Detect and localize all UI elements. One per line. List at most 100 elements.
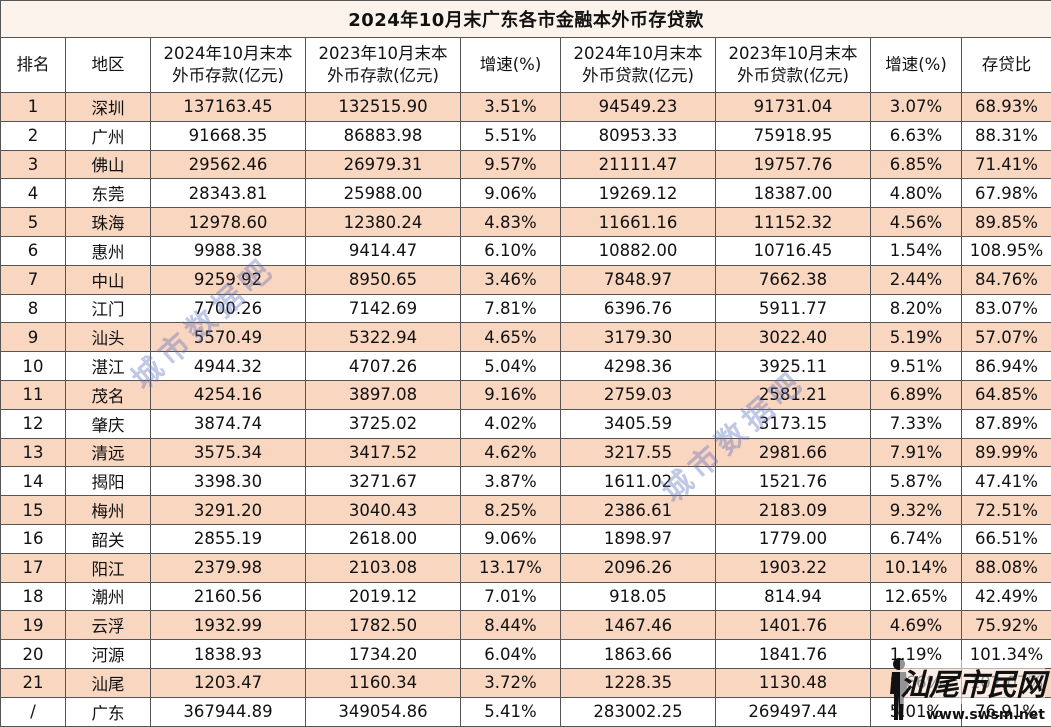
- cell-loan-deposit-ratio: 89.99%: [962, 438, 1051, 467]
- cell-deposit-2024: 2855.19: [151, 524, 306, 553]
- cell-loan-2024: 283002.25: [561, 697, 716, 726]
- cell-loan-2024: 1228.35: [561, 668, 716, 697]
- column-header-loan-2023: 2023年10月末本外币贷款(亿元): [716, 38, 871, 93]
- cell-loan-growth: 6.74%: [871, 524, 962, 553]
- column-header-loan-growth: 增速(%): [871, 38, 962, 93]
- cell-deposit-2023: 2618.00: [306, 524, 461, 553]
- cell-region: 中山: [66, 265, 151, 294]
- column-header-line: 地区: [66, 54, 150, 76]
- cell-deposit-growth: 5.51%: [461, 121, 561, 150]
- cell-loan-2023: 1903.22: [716, 553, 871, 582]
- column-header-line: 外币贷款(亿元): [716, 65, 870, 87]
- cell-deposit-2023: 25988.00: [306, 179, 461, 208]
- cell-deposit-growth: 3.87%: [461, 467, 561, 496]
- column-header-line: 外币存款(亿元): [306, 65, 460, 87]
- cell-loan-deposit-ratio: 75.92%: [962, 611, 1051, 640]
- cell-deposit-2024: 9988.38: [151, 236, 306, 265]
- column-header-line: 外币贷款(亿元): [561, 65, 715, 87]
- cell-region: 河源: [66, 640, 151, 669]
- cell-loan-2023: 2981.66: [716, 438, 871, 467]
- cell-rank: 3: [1, 150, 66, 179]
- cell-deposit-2023: 1160.34: [306, 668, 461, 697]
- cell-deposit-growth: 13.17%: [461, 553, 561, 582]
- cell-deposit-2023: 2103.08: [306, 553, 461, 582]
- cell-loan-growth: 1.19%: [871, 640, 962, 669]
- cell-deposit-2023: 86883.98: [306, 121, 461, 150]
- cell-loan-2024: 7848.97: [561, 265, 716, 294]
- column-header-line: 排名: [1, 54, 65, 76]
- cell-rank: 19: [1, 611, 66, 640]
- cell-deposit-2024: 367944.89: [151, 697, 306, 726]
- cell-loan-2023: 3173.15: [716, 409, 871, 438]
- cell-deposit-2024: 91668.35: [151, 121, 306, 150]
- cell-deposit-2024: 5570.49: [151, 323, 306, 352]
- cell-region: 江门: [66, 294, 151, 323]
- cell-loan-2023: 814.94: [716, 582, 871, 611]
- cell-deposit-growth: 3.51%: [461, 93, 561, 122]
- column-header-line: 增速(%): [461, 54, 560, 76]
- cell-region: 珠海: [66, 208, 151, 237]
- cell-deposit-growth: 3.72%: [461, 668, 561, 697]
- cell-deposit-2024: 4254.16: [151, 380, 306, 409]
- cell-loan-growth: 5.87%: [871, 467, 962, 496]
- column-header-deposit-2023: 2023年10月末本外币存款(亿元): [306, 38, 461, 93]
- cell-rank: 18: [1, 582, 66, 611]
- cell-rank: 2: [1, 121, 66, 150]
- cell-loan-2023: 5911.77: [716, 294, 871, 323]
- cell-loan-2024: 2386.61: [561, 496, 716, 525]
- cell-region: 云浮: [66, 611, 151, 640]
- column-header-loan-deposit-ratio: 存贷比: [962, 38, 1051, 93]
- cell-loan-growth: 6.85%: [871, 150, 962, 179]
- cell-deposit-growth: 6.10%: [461, 236, 561, 265]
- column-header-rank: 排名: [1, 38, 66, 93]
- cell-loan-growth: 6.63%: [871, 121, 962, 150]
- cell-deposit-growth: 7.81%: [461, 294, 561, 323]
- cell-loan-2024: 1898.97: [561, 524, 716, 553]
- cell-loan-2023: 7662.38: [716, 265, 871, 294]
- cell-rank: 9: [1, 323, 66, 352]
- cell-deposit-2023: 3040.43: [306, 496, 461, 525]
- cell-loan-growth: 12.65%: [871, 582, 962, 611]
- cell-loan-2024: 80953.33: [561, 121, 716, 150]
- cell-loan-2024: 21111.47: [561, 150, 716, 179]
- column-header-loan-2024: 2024年10月末本外币贷款(亿元): [561, 38, 716, 93]
- cell-loan-2023: 1130.48: [716, 668, 871, 697]
- cell-loan-deposit-ratio: 86.94%: [962, 352, 1051, 381]
- cell-deposit-2023: 9414.47: [306, 236, 461, 265]
- cell-loan-2024: 6396.76: [561, 294, 716, 323]
- cell-loan-deposit-ratio: 68.93%: [962, 93, 1051, 122]
- column-header-line: 增速(%): [871, 54, 961, 76]
- cell-deposit-2024: 1203.47: [151, 668, 306, 697]
- cell-deposit-2024: 1838.93: [151, 640, 306, 669]
- cell-region: 梅州: [66, 496, 151, 525]
- cell-loan-deposit-ratio: 89.85%: [962, 208, 1051, 237]
- cell-loan-deposit-ratio: 101.34%: [962, 640, 1051, 669]
- cell-loan-2024: 2759.03: [561, 380, 716, 409]
- cell-loan-2024: 3179.30: [561, 323, 716, 352]
- cell-deposit-2023: 5322.94: [306, 323, 461, 352]
- cell-loan-deposit-ratio: 47.41%: [962, 467, 1051, 496]
- cell-region: 惠州: [66, 236, 151, 265]
- cell-loan-deposit-ratio: 64.85%: [962, 380, 1051, 409]
- cell-region: 茂名: [66, 380, 151, 409]
- cell-loan-2023: 269497.44: [716, 697, 871, 726]
- cell-deposit-2024: 7700.26: [151, 294, 306, 323]
- cell-loan-deposit-ratio: 57.07%: [962, 323, 1051, 352]
- cell-loan-deposit-ratio: 88.08%: [962, 553, 1051, 582]
- cell-loan-growth: 7.91%: [871, 438, 962, 467]
- cell-loan-deposit-ratio: 42.49%: [962, 582, 1051, 611]
- cell-loan-2024: 1611.02: [561, 467, 716, 496]
- cell-deposit-growth: 4.62%: [461, 438, 561, 467]
- cell-rank: 4: [1, 179, 66, 208]
- column-header-deposit-2024: 2024年10月末本外币存款(亿元): [151, 38, 306, 93]
